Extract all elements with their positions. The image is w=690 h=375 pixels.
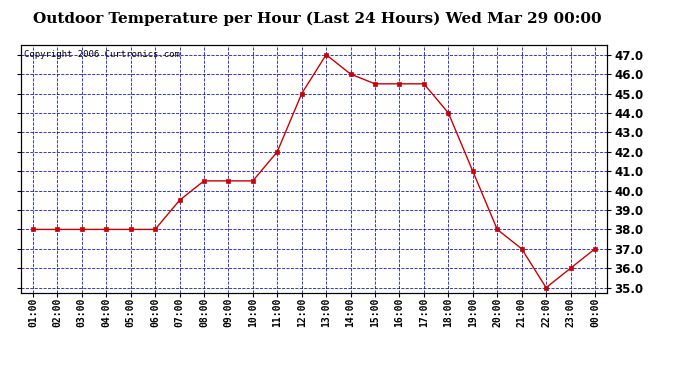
Text: Copyright 2006 Curtronics.com: Copyright 2006 Curtronics.com <box>23 50 179 59</box>
Text: Outdoor Temperature per Hour (Last 24 Hours) Wed Mar 29 00:00: Outdoor Temperature per Hour (Last 24 Ho… <box>33 11 602 26</box>
